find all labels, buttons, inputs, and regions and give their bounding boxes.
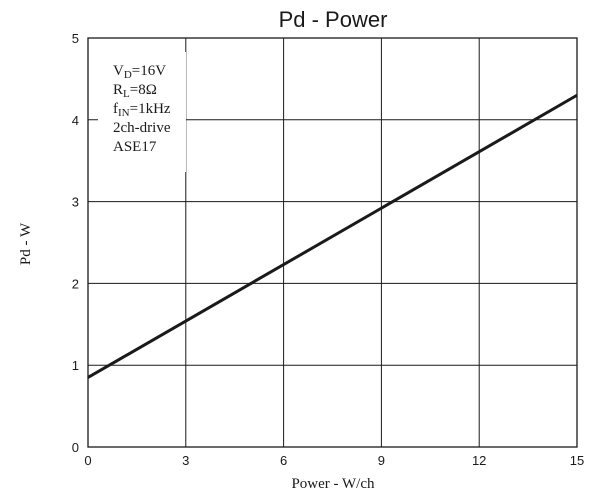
- annotation-vd: VD=16V: [113, 63, 166, 81]
- x-axis-label: Power - W/ch: [291, 476, 375, 492]
- annotation-model: ASE17: [113, 139, 157, 155]
- annotation-fin: fIN=1kHz: [113, 101, 171, 119]
- x-tick-label: 0: [84, 453, 91, 468]
- y-axis-label: Pd - W: [18, 222, 34, 265]
- x-tick-labels: 0 3 6 9 12 15: [84, 453, 584, 468]
- annotation-background: [98, 52, 186, 172]
- x-tick-label: 15: [570, 453, 584, 468]
- series-line: [87, 93, 578, 379]
- x-tick-label: 12: [472, 453, 486, 468]
- x-tick-label: 3: [182, 453, 189, 468]
- annotation-rl: RL=8Ω: [113, 82, 157, 100]
- plot-frame: [87, 37, 578, 448]
- annotation-drive: 2ch-drive: [113, 120, 171, 136]
- y-tick-label: 3: [72, 195, 79, 210]
- y-tick-labels: 0 1 2 3 4 5: [72, 31, 79, 455]
- y-tick-label: 4: [72, 113, 79, 128]
- y-tick-label: 0: [72, 440, 79, 455]
- y-tick-label: 2: [72, 276, 79, 291]
- chart-title: Pd - Power: [279, 7, 388, 32]
- y-tick-label: 5: [72, 31, 79, 46]
- y-tick-label: 1: [72, 358, 79, 373]
- x-tick-label: 6: [280, 453, 287, 468]
- x-tick-label: 9: [378, 453, 385, 468]
- annotation-box: VD=16V RL=8Ω fIN=1kHz 2ch-drive ASE17: [113, 63, 171, 155]
